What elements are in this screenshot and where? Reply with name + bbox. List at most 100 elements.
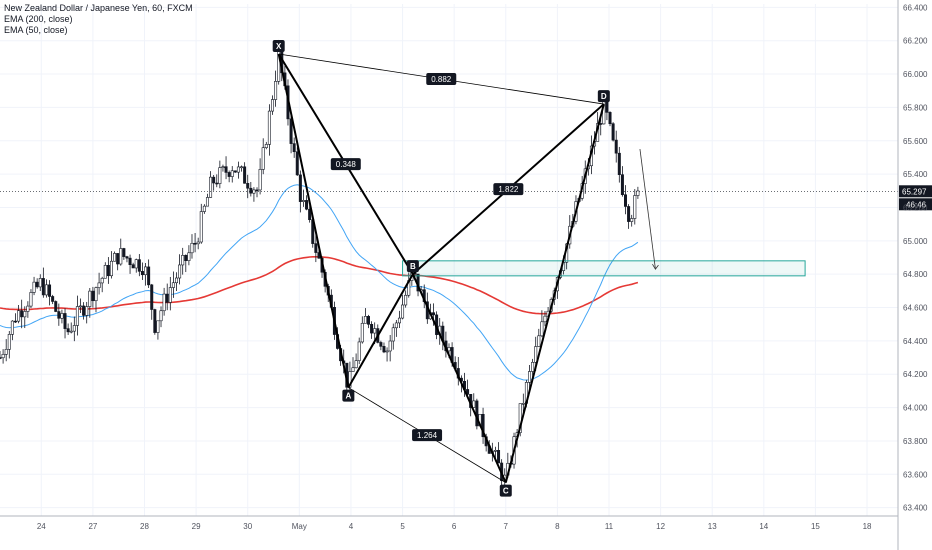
candle-body xyxy=(240,166,244,169)
candle-body xyxy=(187,252,191,261)
ratio-label-text: 1.822 xyxy=(498,185,519,194)
candle-body xyxy=(100,277,104,284)
candle-body xyxy=(611,123,615,141)
candle-body xyxy=(190,242,194,254)
pattern-point-box xyxy=(499,484,512,497)
candle-body xyxy=(348,371,352,388)
projection-line xyxy=(639,149,656,270)
candle-body xyxy=(131,264,135,269)
target-zone-rect xyxy=(402,260,806,277)
current-price-label: 65.297 xyxy=(902,187,927,196)
candle-body xyxy=(0,357,2,359)
candle-body xyxy=(246,183,250,189)
candle-body xyxy=(518,403,522,433)
pattern-point-box xyxy=(406,260,419,273)
candle-body xyxy=(97,282,101,288)
x-tick-label: 28 xyxy=(140,522,149,531)
candle-body xyxy=(614,139,618,154)
candle-body xyxy=(51,296,55,302)
x-tick-label: 13 xyxy=(708,522,717,531)
x-tick-label: 24 xyxy=(37,522,46,531)
harmonic-pattern[interactable]: 0.882 0.348 1.822 1.264 X A B C D xyxy=(272,40,610,497)
candle-body xyxy=(13,320,17,323)
candle-body xyxy=(215,182,219,185)
ratio-label-box xyxy=(330,158,361,171)
candle-body xyxy=(258,169,262,191)
ema50-label: EMA (50, close) xyxy=(4,25,68,35)
candle-body xyxy=(193,242,197,245)
x-tick-label: 5 xyxy=(400,522,405,531)
candle-body xyxy=(370,324,374,334)
y-tick-label: 66.400 xyxy=(903,3,928,12)
pattern-point-label: D xyxy=(601,92,607,101)
candle-body xyxy=(140,271,144,276)
candle-body xyxy=(184,254,188,261)
pattern-point-label: A xyxy=(345,392,351,401)
candle-body xyxy=(7,334,11,350)
candle-body xyxy=(125,256,129,259)
candle-body xyxy=(199,211,203,243)
y-tick-label: 65.800 xyxy=(903,103,928,112)
countdown-label: 46:46 xyxy=(906,200,927,209)
x-tick-label: 15 xyxy=(811,522,820,531)
candle-body xyxy=(627,206,631,222)
candle-body xyxy=(79,305,83,308)
candle-body xyxy=(277,47,281,82)
candle-body xyxy=(122,248,126,257)
candle-body xyxy=(385,350,389,353)
pattern-point-label: X xyxy=(276,42,282,51)
target-zone[interactable] xyxy=(402,260,806,277)
candle-body xyxy=(224,166,228,173)
y-tick-label: 66.200 xyxy=(903,37,928,46)
candle-body xyxy=(23,311,27,318)
candle-body xyxy=(351,367,355,372)
y-tick-label: 66.000 xyxy=(903,70,928,79)
candle-body xyxy=(230,170,234,177)
candle-body xyxy=(153,309,157,333)
candle-body xyxy=(165,293,169,303)
candle-body xyxy=(236,166,240,173)
candle-body xyxy=(150,284,154,310)
candle-body xyxy=(475,400,479,427)
candle-body xyxy=(178,264,182,279)
candle-body xyxy=(113,253,117,262)
candle-body xyxy=(44,284,48,296)
ratio-label-box xyxy=(426,73,457,86)
ema-50-line xyxy=(0,184,639,381)
y-tick-label: 64.800 xyxy=(903,270,928,279)
candle-body xyxy=(295,151,299,176)
pattern-point-label: B xyxy=(410,262,416,271)
candle-body xyxy=(432,312,436,316)
candle-body xyxy=(360,322,364,343)
candle-body xyxy=(264,144,268,148)
candle-body xyxy=(599,123,603,125)
candle-body xyxy=(227,172,231,177)
candle-body xyxy=(382,346,386,353)
y-tick-label: 65.400 xyxy=(903,170,928,179)
pattern-leg xyxy=(504,103,605,483)
candle-body xyxy=(636,190,640,196)
candle-body xyxy=(252,189,256,194)
candle-body xyxy=(109,260,113,277)
projection-arrow[interactable] xyxy=(639,149,659,270)
pattern-leg xyxy=(277,53,350,388)
candle-body xyxy=(32,281,36,293)
x-tick-label: May xyxy=(292,522,307,531)
x-tick-label: 30 xyxy=(243,522,252,531)
candle-body xyxy=(60,313,64,319)
candle-body xyxy=(617,152,621,175)
candle-body xyxy=(531,362,535,372)
candle-body xyxy=(106,265,110,277)
y-tick-label: 63.600 xyxy=(903,470,928,479)
ratio-label-box xyxy=(412,429,443,442)
candle-body xyxy=(91,290,95,302)
pattern-point-box xyxy=(342,389,355,402)
candle-body xyxy=(159,310,163,322)
candle-body xyxy=(66,328,70,333)
candle-body xyxy=(29,292,33,307)
candle-body xyxy=(35,281,39,288)
candle-body xyxy=(38,278,42,288)
candle-body xyxy=(162,293,166,312)
candle-body xyxy=(308,208,312,221)
